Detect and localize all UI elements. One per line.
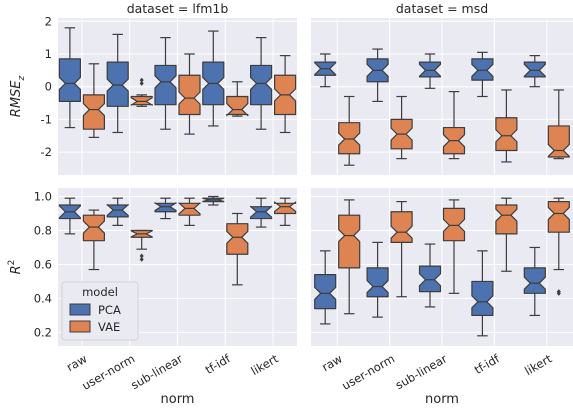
y-tick-label: 0.6 — [34, 257, 52, 271]
y-tick-label: 0.2 — [34, 325, 52, 339]
box-vae — [178, 74, 201, 116]
box-vae — [274, 201, 297, 215]
y-tick-label: -2 — [41, 145, 52, 159]
box-pca — [154, 64, 177, 106]
box-vae — [226, 223, 249, 255]
box-vae — [178, 202, 201, 216]
outlier-point — [139, 80, 144, 86]
legend-label-pca: PCA — [98, 303, 121, 317]
y-tick-label: 1 — [45, 47, 52, 61]
box-pca — [106, 61, 129, 107]
y-tick-label: 0.4 — [34, 291, 52, 305]
box-vae — [390, 211, 413, 243]
y-axis-label-r2: R2 — [7, 260, 24, 275]
box-pca — [106, 204, 129, 218]
x-tick-label: sub-linear — [128, 351, 185, 392]
x-tick-label: tf-idf — [203, 351, 234, 377]
box-pca — [250, 205, 273, 220]
box-pca — [58, 58, 81, 103]
x-tick-label: raw — [319, 351, 344, 374]
outlier-point — [139, 77, 144, 83]
legend-swatch-vae — [69, 320, 91, 333]
box-pca — [471, 280, 494, 317]
box-pca — [523, 267, 546, 294]
x-tick-label: sub-linear — [393, 351, 450, 392]
box-vae — [338, 214, 361, 269]
box-pca — [250, 64, 273, 106]
box-vae — [442, 207, 466, 242]
box-vae — [547, 125, 570, 158]
legend-swatch-pca — [69, 303, 91, 316]
outlier-point — [556, 289, 561, 295]
box-pca — [418, 265, 442, 293]
y-tick-label: 1.0 — [34, 189, 52, 203]
box-pca — [366, 267, 389, 298]
box-vae — [226, 95, 249, 117]
box-vae — [495, 204, 518, 235]
legend-label-vae: VAE — [98, 320, 120, 334]
facet-title-msd: dataset = msd — [396, 1, 488, 16]
outlier-point — [139, 253, 144, 259]
outlier-point — [139, 256, 144, 262]
x-tick-label: likert — [522, 351, 554, 378]
box-pca — [314, 274, 337, 310]
box-vae — [547, 200, 570, 233]
y-axis-label-rmse: RMSEz — [9, 76, 27, 118]
box-vae — [338, 122, 361, 155]
y-tick-label: -1 — [41, 112, 52, 126]
box-vae — [495, 117, 518, 152]
y-tick-label: 2 — [45, 14, 52, 28]
x-tick-label: user-norm — [79, 351, 137, 392]
legend-title: model — [82, 285, 118, 299]
x-tick-label: user-norm — [339, 351, 397, 392]
box-pca — [471, 58, 494, 81]
y-tick-label: 0 — [45, 80, 52, 94]
x-tick-label: raw — [64, 351, 89, 374]
x-tick-label: tf-idf — [472, 351, 503, 377]
box-vae — [82, 94, 105, 130]
box-pca — [418, 61, 442, 78]
x-tick-label: likert — [249, 351, 281, 378]
x-axis-label: norm — [161, 392, 195, 407]
facet-title-lfm1b: dataset = lfm1b — [127, 1, 229, 16]
x-axis-label: norm — [425, 392, 459, 407]
box-pca — [523, 61, 546, 78]
y-tick-label: 0.8 — [34, 223, 52, 237]
box-pca — [154, 202, 177, 213]
box-vae — [82, 214, 105, 242]
